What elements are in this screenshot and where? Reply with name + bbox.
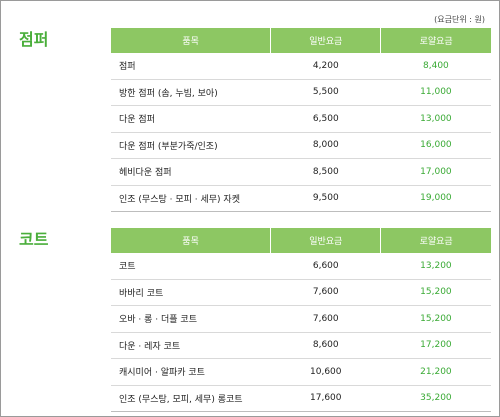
item-name: 다운 점퍼 (부분가죽/인조) xyxy=(111,132,271,159)
table-row: 코트 6,600 13,200 xyxy=(111,253,491,280)
royal-price: 11,000 xyxy=(380,79,491,106)
royal-price: 15,200 xyxy=(380,279,491,306)
item-name: 다운 점퍼 xyxy=(111,105,271,133)
regular-price: 6,500 xyxy=(270,105,381,133)
regular-price: 6,600 xyxy=(270,253,381,280)
section-title: 점퍼 xyxy=(19,30,49,49)
item-name: 헤비다운 점퍼 xyxy=(111,158,271,186)
regular-price: 8,600 xyxy=(270,332,381,359)
regular-price: 17,600 xyxy=(270,385,381,412)
royal-price: 13,200 xyxy=(380,253,491,280)
table-row: 인조 (무스탕, 모피, 세무) 롱코트 17,600 35,200 xyxy=(111,385,491,412)
regular-price: 7,600 xyxy=(270,305,381,333)
royal-price: 21,200 xyxy=(380,358,491,386)
item-name: 인조 (무스탕, 모피, 세무) 롱코트 xyxy=(111,385,271,412)
price-table: 품목 일반요금 로얄요금 코트 6,600 13,200 바바리 코트 7,600 15,200… xyxy=(111,228,491,412)
table-row: 바바리 코트 7,600 15,200 xyxy=(111,279,491,306)
column-header: 품목 xyxy=(111,228,271,253)
royal-price: 13,000 xyxy=(380,105,491,133)
regular-price: 8,500 xyxy=(270,158,381,186)
table-row: 오바 · 롱 · 더플 코트 7,600 15,200 xyxy=(111,305,491,333)
item-name: 인조 (무스탕 · 모피 · 세무) 자켓 xyxy=(111,185,271,212)
header-row: 품목 일반요금 로얄요금 xyxy=(111,228,491,253)
table-row: 캐시미어 · 알파카 코트 10,600 21,200 xyxy=(111,358,491,386)
regular-price: 8,000 xyxy=(270,132,381,159)
royal-price: 19,000 xyxy=(380,185,491,212)
unit-note: (요금단위 : 원) xyxy=(434,15,485,24)
table-row: 점퍼 4,200 8,400 xyxy=(111,53,491,80)
header-row: 품목 일반요금 로얄요금 xyxy=(111,28,491,53)
column-header: 일반요금 xyxy=(270,228,381,253)
column-header: 로얄요금 xyxy=(380,228,491,253)
table-row: 다운 점퍼 6,500 13,000 xyxy=(111,105,491,133)
regular-price: 7,600 xyxy=(270,279,381,306)
table-row: 다운 점퍼 (부분가죽/인조) 8,000 16,000 xyxy=(111,132,491,159)
royal-price: 17,200 xyxy=(380,332,491,359)
item-name: 캐시미어 · 알파카 코트 xyxy=(111,358,271,386)
table-row: 인조 (무스탕 · 모피 · 세무) 자켓 9,500 19,000 xyxy=(111,185,491,212)
royal-price: 15,200 xyxy=(380,305,491,333)
item-name: 다운 · 레자 코트 xyxy=(111,332,271,359)
table-row: 방한 점퍼 (솜, 누빔, 보아) 5,500 11,000 xyxy=(111,79,491,106)
item-name: 바바리 코트 xyxy=(111,279,271,306)
item-name: 오바 · 롱 · 더플 코트 xyxy=(111,305,271,333)
item-name: 방한 점퍼 (솜, 누빔, 보아) xyxy=(111,79,271,106)
royal-price: 35,200 xyxy=(380,385,491,412)
regular-price: 5,500 xyxy=(270,79,381,106)
section-title: 코트 xyxy=(19,230,49,249)
regular-price: 4,200 xyxy=(270,53,381,80)
royal-price: 16,000 xyxy=(380,132,491,159)
price-table: 품목 일반요금 로얄요금 점퍼 4,200 8,400 방한 점퍼 (솜, 누빔, 보아) 5… xyxy=(111,28,491,212)
item-name: 코트 xyxy=(111,253,271,280)
column-header: 일반요금 xyxy=(270,28,381,53)
royal-price: 17,000 xyxy=(380,158,491,186)
column-header: 품목 xyxy=(111,28,271,53)
table-row: 헤비다운 점퍼 8,500 17,000 xyxy=(111,158,491,186)
table-row: 다운 · 레자 코트 8,600 17,200 xyxy=(111,332,491,359)
regular-price: 9,500 xyxy=(270,185,381,212)
royal-price: 8,400 xyxy=(380,53,491,80)
item-name: 점퍼 xyxy=(111,53,271,80)
regular-price: 10,600 xyxy=(270,358,381,386)
column-header: 로얄요금 xyxy=(380,28,491,53)
